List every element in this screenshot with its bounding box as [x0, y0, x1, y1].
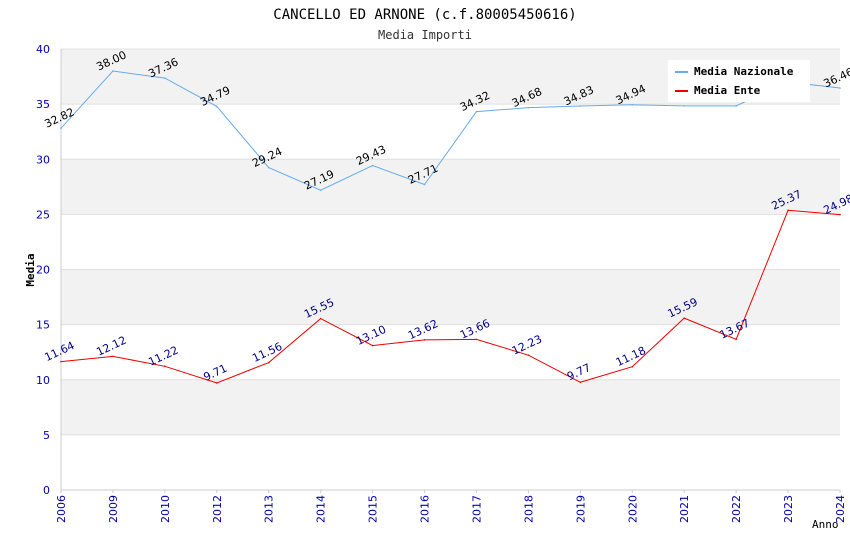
data-point — [112, 70, 114, 72]
y-tick-label: 5 — [43, 429, 50, 442]
grid-band — [61, 159, 840, 215]
x-tick-label: 2023 — [782, 495, 795, 523]
data-point — [60, 127, 62, 129]
data-point — [475, 110, 478, 113]
legend: Media Nazionale Media Ente — [668, 60, 810, 102]
data-point — [579, 381, 582, 384]
data-point — [735, 105, 737, 107]
data-point — [319, 189, 322, 192]
data-point — [527, 354, 530, 356]
data-point — [787, 209, 789, 212]
y-axis-label: Media — [24, 253, 37, 286]
chart-title: CANCELLO ED ARNONE (c.f.80005450616) — [273, 7, 576, 23]
data-point — [164, 365, 166, 368]
data-point — [216, 382, 218, 384]
data-point — [475, 338, 478, 341]
legend-box — [668, 60, 810, 102]
x-tick-label: 2006 — [55, 495, 68, 523]
data-point — [164, 77, 166, 79]
y-tick-label: 15 — [36, 319, 50, 332]
x-tick-label: 2015 — [367, 495, 380, 523]
x-tick-label: 2020 — [626, 495, 639, 523]
data-point — [60, 360, 62, 363]
data-point — [423, 183, 426, 186]
x-tick-label: 2016 — [419, 495, 432, 523]
data-point — [319, 317, 322, 320]
grid-band — [61, 434, 840, 490]
x-tick-label: 2017 — [470, 495, 483, 523]
grid-band — [61, 324, 840, 380]
x-tick-label: 2010 — [159, 495, 172, 523]
data-point — [423, 339, 426, 341]
data-point — [112, 355, 114, 358]
data-point — [839, 87, 841, 89]
y-tick-label: 35 — [36, 98, 50, 111]
y-tick-label: 20 — [36, 264, 50, 277]
series-group — [60, 70, 841, 384]
data-point — [631, 103, 634, 106]
series-line-ente — [60, 209, 841, 384]
x-axis-label: Anno — [812, 518, 839, 531]
x-tick-label: 2019 — [574, 495, 587, 523]
x-tick-label: 2012 — [211, 495, 224, 523]
data-point — [267, 361, 270, 364]
series-line-nazionale — [60, 70, 841, 191]
axes — [60, 49, 840, 491]
x-tick-label: 2014 — [315, 495, 328, 523]
x-tick-label: 2021 — [678, 495, 691, 523]
data-point — [735, 338, 737, 341]
grid-band — [61, 269, 840, 325]
grid-band — [61, 104, 840, 160]
chart-subtitle: Media Importi — [378, 28, 472, 42]
x-tick-label: 2022 — [730, 495, 743, 523]
x-tick-label: 2009 — [107, 495, 120, 523]
y-axis-ticks: 0 5 10 15 20 25 30 35 40 — [36, 43, 50, 497]
data-point — [683, 105, 685, 107]
x-tick-label: 2018 — [522, 495, 535, 523]
data-point — [631, 365, 634, 368]
data-point — [579, 105, 582, 107]
y-tick-label: 30 — [36, 153, 50, 166]
grid-bands — [61, 49, 840, 490]
y-tick-label: 10 — [36, 374, 50, 387]
data-point — [683, 317, 685, 319]
data-point — [371, 344, 374, 347]
y-tick-label: 40 — [36, 43, 50, 56]
grid-band — [61, 214, 840, 270]
data-point — [267, 166, 270, 169]
x-tick-label: 2024 — [834, 495, 847, 523]
legend-label-nazionale: Media Nazionale — [694, 65, 794, 78]
grid-band — [61, 379, 840, 435]
data-point — [216, 105, 218, 108]
y-tick-label: 0 — [43, 484, 50, 497]
data-point — [839, 213, 841, 216]
y-tick-label: 25 — [36, 208, 50, 221]
x-tick-label: 2013 — [263, 495, 276, 523]
data-point — [371, 164, 374, 167]
x-axis-ticks: 2006 2009 2010 2012 2013 2014 2015 2016 2017 2018… — [55, 490, 847, 523]
legend-label-ente: Media Ente — [694, 84, 761, 97]
data-point — [527, 106, 530, 109]
